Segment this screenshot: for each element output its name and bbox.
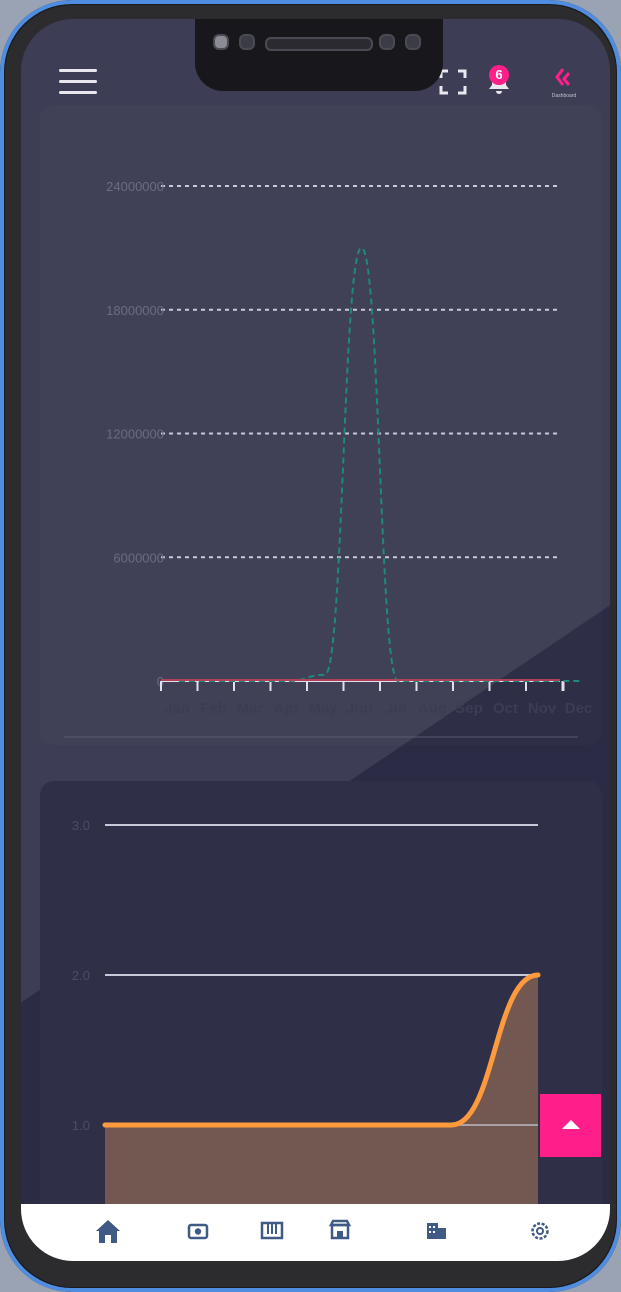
area-chart-card: 1.0 2.0 3.0: [40, 781, 602, 1261]
menu-bar: [59, 91, 97, 94]
monthly-chart-card: 06000000120000001800000024000000 JanFebM…: [40, 105, 602, 745]
x-tick-label: Jul: [385, 700, 407, 717]
brand-logo[interactable]: Dashboard: [543, 65, 585, 101]
camera-dot: [239, 34, 255, 50]
board-icon[interactable]: [255, 1214, 289, 1248]
scroll-to-top-button[interactable]: [540, 1094, 601, 1157]
y-axis-labels: 06000000120000001800000024000000: [106, 179, 164, 689]
x-tick-label: May: [308, 700, 338, 717]
y-tick-label: 1.0: [72, 1118, 90, 1133]
x-tick-label: Apr: [274, 700, 300, 717]
fullscreen-icon[interactable]: [439, 69, 467, 95]
notification-badge: 6: [489, 65, 509, 85]
x-tick-label: Jan: [164, 700, 190, 717]
monthly-line-chart: 06000000120000001800000024000000 JanFebM…: [64, 179, 592, 738]
chart-series: [161, 246, 581, 682]
logo-caption: Dashboard: [551, 93, 577, 99]
x-tick-label: Oct: [493, 700, 518, 717]
chart-grid: [161, 185, 560, 559]
chart-grid: [105, 824, 538, 1126]
y-tick-label: 6000000: [113, 550, 164, 565]
series-line: [102, 972, 541, 1128]
bottom-navigation: [21, 1204, 610, 1261]
y-tick-label: 24000000: [106, 179, 164, 194]
series-area: [105, 975, 538, 1261]
x-tick-label: Feb: [200, 700, 227, 717]
y-tick-label: 2.0: [72, 968, 90, 983]
app-screen: 06000000120000001800000024000000 JanFebM…: [21, 19, 610, 1261]
y-tick-label: 18000000: [106, 303, 164, 318]
y-tick-label: 12000000: [106, 427, 164, 442]
sensor-dot: [213, 34, 229, 50]
y-axis-labels: 1.0 2.0 3.0: [72, 818, 90, 1133]
buildings-icon[interactable]: [419, 1214, 453, 1248]
home-icon[interactable]: [91, 1214, 125, 1248]
camera-dot: [379, 34, 395, 50]
speaker-grille: [265, 37, 373, 51]
store-icon[interactable]: [323, 1214, 357, 1248]
x-tick-label: Dec: [565, 700, 593, 717]
x-tick-label: Aug: [418, 700, 447, 717]
menu-button[interactable]: [59, 69, 97, 95]
chart-series: [102, 972, 541, 1261]
series-line: [179, 246, 581, 682]
x-tick-label: Nov: [528, 700, 557, 717]
menu-bar: [59, 80, 97, 83]
x-tick-label: Jun: [346, 700, 373, 717]
phone-notch: [195, 19, 443, 91]
x-tick-label: Sep: [455, 700, 483, 717]
logo-mark-icon: [555, 68, 571, 86]
eye-icon[interactable]: [181, 1214, 215, 1248]
menu-bar: [59, 69, 97, 72]
y-tick-label: 3.0: [72, 818, 90, 833]
settings-icon[interactable]: [523, 1214, 557, 1248]
phone-bezel: 06000000120000001800000024000000 JanFebM…: [5, 5, 616, 1287]
camera-dot: [405, 34, 421, 50]
x-axis-labels: Jan Feb Mar Apr May Jun Jul Aug Sep Oct Nov Dec: [164, 700, 592, 717]
arrow-up-icon: [562, 1120, 580, 1129]
area-chart: 1.0 2.0 3.0: [72, 818, 541, 1261]
x-tick-label: Mar: [237, 700, 264, 717]
x-axis: [160, 680, 565, 691]
